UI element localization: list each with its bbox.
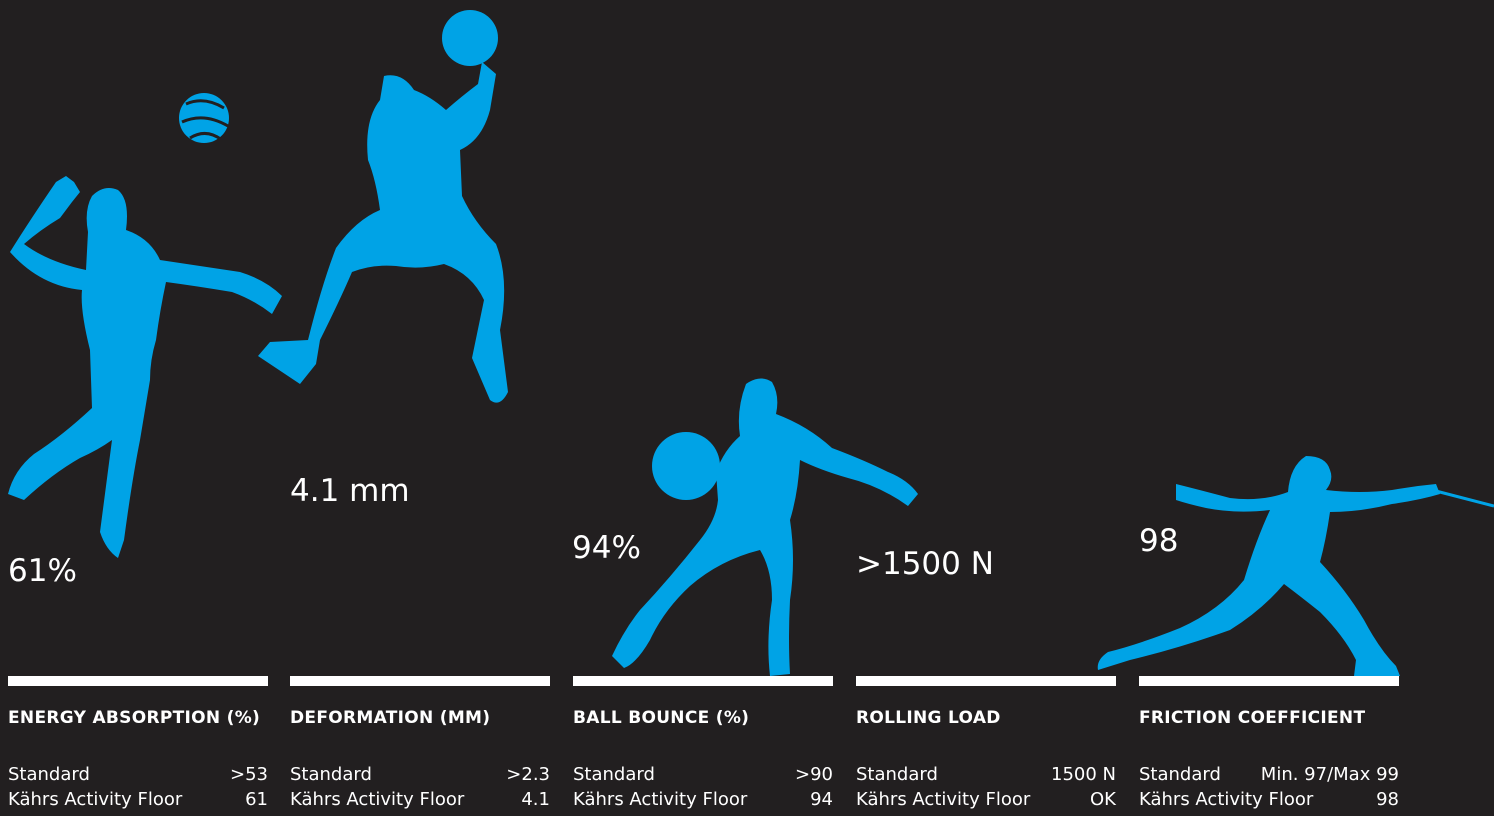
stat-heading: ROLLING LOAD bbox=[856, 708, 1001, 728]
stat-row-standard: Standard >53 bbox=[8, 764, 268, 786]
stat-row-kahrs: Kährs Activity Floor OK bbox=[856, 789, 1116, 811]
basketball-dribble-player-icon bbox=[612, 378, 918, 676]
fencer-icon bbox=[1097, 456, 1494, 676]
basketball-dunk-player-icon bbox=[258, 10, 508, 403]
stat-row-kahrs: Kährs Activity Floor 61 bbox=[8, 789, 268, 811]
rolling-load-value: >1500 N bbox=[856, 546, 994, 582]
stat-row-standard: Standard >90 bbox=[573, 764, 833, 786]
friction-coefficient-value: 98 bbox=[1139, 523, 1179, 559]
stat-row-kahrs: Kährs Activity Floor 94 bbox=[573, 789, 833, 811]
stat-heading: ENERGY ABSORPTION (%) bbox=[8, 708, 261, 728]
stat-column-energy-absorption: ENERGY ABSORPTION (%) Standard >53 Kährs … bbox=[8, 676, 268, 812]
stat-column-rolling-load: ROLLING LOAD Standard 1500 N Kährs Activi… bbox=[856, 676, 1116, 812]
stat-row-kahrs: Kährs Activity Floor 98 bbox=[1139, 789, 1399, 811]
stat-row-standard: Standard Min. 97/Max 99 bbox=[1139, 764, 1399, 786]
stat-column-friction-coefficient: FRICTION COEFFICIENT Standard Min. 97/Max… bbox=[1139, 676, 1399, 812]
divider-bar bbox=[290, 676, 550, 686]
energy-absorption-value: 61% bbox=[8, 553, 77, 589]
stat-row-kahrs: Kährs Activity Floor 4.1 bbox=[290, 789, 550, 811]
divider-bar bbox=[8, 676, 268, 686]
divider-bar bbox=[573, 676, 833, 686]
stat-column-deformation: DEFORMATION (MM) Standard >2.3 Kährs Acti… bbox=[290, 676, 550, 812]
stat-heading: FRICTION COEFFICIENT bbox=[1139, 708, 1366, 728]
stat-column-ball-bounce: BALL BOUNCE (%) Standard >90 Kährs Activi… bbox=[573, 676, 833, 812]
divider-bar bbox=[856, 676, 1116, 686]
ball-bounce-value: 94% bbox=[572, 530, 641, 566]
divider-bar bbox=[1139, 676, 1399, 686]
stat-row-standard: Standard 1500 N bbox=[856, 764, 1116, 786]
deformation-value: 4.1 mm bbox=[290, 473, 410, 509]
stat-heading: BALL BOUNCE (%) bbox=[573, 708, 750, 728]
volleyball-player-icon bbox=[8, 93, 282, 558]
stat-row-standard: Standard >2.3 bbox=[290, 764, 550, 786]
stat-heading: DEFORMATION (MM) bbox=[290, 708, 491, 728]
